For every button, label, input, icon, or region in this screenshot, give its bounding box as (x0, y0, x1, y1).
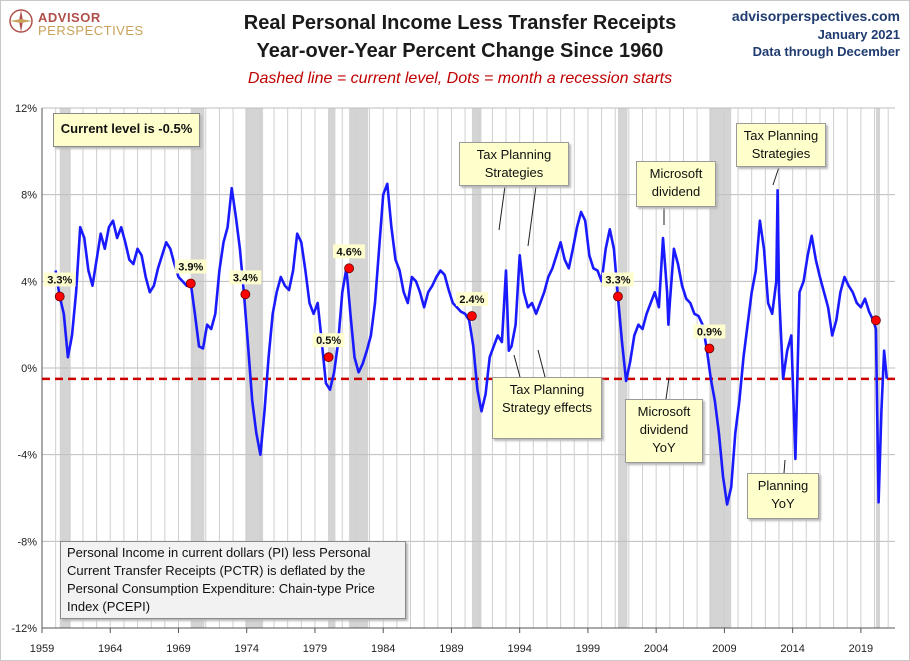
dot-label: 0.5% (316, 335, 341, 347)
recession-start-dot (613, 291, 623, 302)
x-tick-label: 1979 (303, 643, 327, 655)
logo-word-perspectives: PERSPECTIVES (38, 23, 144, 38)
x-tick-label: 2004 (644, 643, 668, 655)
dot-label: 3.3% (47, 275, 72, 287)
x-tick-label: 1999 (576, 643, 600, 655)
callout-microsoft-dividend: Microsoft dividend (636, 161, 716, 207)
series-line (54, 182, 889, 506)
x-tick-label: 1959 (30, 643, 54, 655)
annotation-leader (783, 459, 786, 474)
axis-ticks: 12% 8% 4% 0% -4% -8% -12% 1959 1964 1969 1974 1979 1… (11, 103, 873, 655)
x-tick-label: 1974 (234, 643, 258, 655)
callout-planning-yoy: Planning YoY (747, 473, 819, 519)
x-tick-label: 1994 (507, 643, 531, 655)
x-tick-label: 1984 (371, 643, 395, 655)
source-site: advisorperspectives.com (731, 8, 900, 24)
annotation-leader (537, 349, 546, 378)
chart-title-line1: Real Personal Income Less Transfer Recei… (243, 12, 677, 34)
dot-label: 0.9% (697, 327, 722, 339)
recession-start-dot (323, 352, 334, 363)
annotation-leader (772, 166, 780, 186)
recession-start-dot (467, 311, 477, 321)
dot-label: 3.9% (178, 262, 203, 274)
recession-dots: 3.3% 3.9% 3.4% 0.5% 4.6% 2.4% 3.3% 0.9% (43, 244, 881, 363)
y-tick-label: -8% (17, 536, 37, 548)
annotation-leader (498, 185, 506, 231)
recession-start-dot (54, 291, 65, 302)
dot-label-bg (455, 292, 488, 306)
annotation-leader (513, 354, 521, 378)
compass-logo-icon (9, 9, 33, 33)
annotation-leader (665, 377, 670, 400)
dot-label-bg (693, 324, 726, 339)
x-tick-label: 2009 (712, 643, 736, 655)
recession-start-dot (344, 263, 354, 274)
logo-word-advisor: ADVISOR (38, 10, 101, 25)
dot-label: 3.4% (233, 272, 258, 284)
x-tick-label: 1964 (98, 643, 122, 655)
methodology-note: Personal Income in current dollars (PI) … (60, 541, 406, 619)
recession-start-dot (704, 343, 715, 354)
recession-start-dot (240, 289, 251, 300)
dot-label-bg (601, 272, 634, 287)
chart-subtitle: Dashed line = current level, Dots = mont… (247, 70, 673, 87)
callout-tax-planning-1: Tax Planning Strategies (459, 142, 569, 186)
x-tick-label: 2019 (849, 643, 873, 655)
y-tick-label: -12% (11, 623, 37, 635)
advisor-perspectives-logo: ADVISOR PERSPECTIVES (8, 8, 143, 38)
dot-label: 3.3% (605, 275, 630, 287)
callout-tax-planning-2: Tax Planning Strategies (736, 123, 826, 167)
recession-start-dot (185, 278, 196, 289)
callout-microsoft-yoy: Microsoft dividend YoY (625, 399, 703, 463)
x-tick-label: 2014 (780, 643, 804, 655)
y-tick-label: 8% (21, 190, 37, 202)
y-tick-label: 12% (15, 103, 37, 115)
dot-label-bg (174, 259, 207, 274)
current-level-box: Current level is -0.5% (53, 113, 200, 147)
dot-label-bg (312, 333, 345, 348)
source-date: January 2021 (817, 27, 900, 42)
chart-title-line2: Year-over-Year Percent Change Since 1960 (256, 40, 664, 62)
source-data-through: Data through December (752, 44, 900, 59)
y-tick-label: -4% (17, 450, 37, 462)
x-tick-label: 1989 (439, 643, 463, 655)
x-tick-label: 1969 (166, 643, 190, 655)
dot-label-bg (43, 272, 76, 287)
annotation-leaders (498, 166, 786, 474)
dot-label-bg (229, 270, 262, 285)
dot-label-bg (333, 244, 366, 259)
recession-start-dot (870, 315, 881, 326)
callout-tax-planning-effects: Tax Planning Strategy effects (492, 377, 602, 439)
dot-label: 4.6% (337, 246, 362, 258)
dot-label: 2.4% (459, 294, 484, 306)
annotation-leader (527, 185, 537, 247)
y-tick-label: 4% (21, 276, 37, 288)
y-tick-label: 0% (21, 363, 37, 375)
